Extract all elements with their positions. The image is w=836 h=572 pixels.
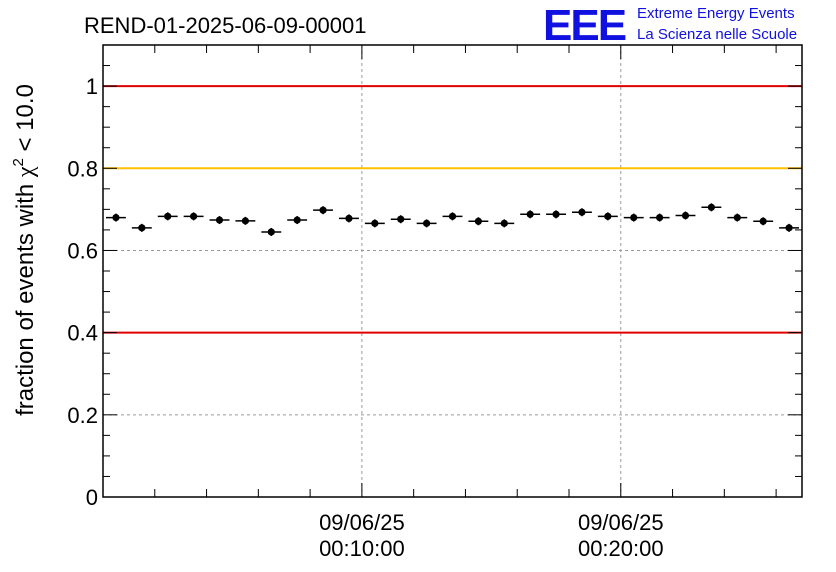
y-axis-label-prefix: fraction of events with <box>12 177 39 416</box>
data-point <box>215 216 224 224</box>
data-point <box>656 213 664 222</box>
data-point <box>474 217 482 225</box>
x-tick-label-date: 09/06/25 <box>319 510 405 535</box>
y-tick-label: 1 <box>86 74 98 99</box>
data-point <box>138 224 146 232</box>
data-point <box>319 206 327 214</box>
data-point <box>267 228 275 236</box>
x-tick-label-date: 09/06/25 <box>578 510 664 535</box>
data-point <box>371 219 379 227</box>
x-tick-label-time: 00:20:00 <box>578 536 664 561</box>
tick-labels: 00.20.40.60.8109/06/2500:10:0009/06/2500… <box>67 74 663 561</box>
data-point <box>630 213 638 222</box>
data-point <box>604 212 612 220</box>
eee-logo-line1: Extreme Energy Events <box>637 5 795 22</box>
y-tick-label: 0.8 <box>67 156 98 181</box>
y-tick-label: 0 <box>86 485 98 510</box>
y-tick-label: 0.2 <box>67 403 98 428</box>
y-axis-label-suffix: < 10.0 <box>12 84 39 158</box>
reference-lines <box>103 85 802 334</box>
data-point <box>293 216 301 224</box>
data-point <box>733 213 741 222</box>
data-point <box>448 212 457 220</box>
data-point <box>526 210 534 218</box>
data-point <box>397 215 405 223</box>
data-points <box>106 203 799 236</box>
data-point <box>190 212 198 220</box>
y-axis-label-superscript: 2 <box>10 158 27 166</box>
axes <box>102 44 803 498</box>
y-axis-label-symbol: χ <box>13 166 39 178</box>
data-point <box>112 213 120 222</box>
data-point <box>785 224 793 232</box>
data-point <box>578 208 586 216</box>
eee-logo: EEE Extreme Energy Events La Scienza nel… <box>543 1 797 50</box>
eee-logo-mark: EEE <box>543 1 626 50</box>
y-axis-label: fraction of events with χ2 < 10.0 <box>10 84 39 416</box>
data-point <box>164 212 172 220</box>
data-point <box>681 211 690 220</box>
x-tick-label-time: 00:10:00 <box>319 536 405 561</box>
data-point <box>423 219 431 227</box>
y-tick-label: 0.4 <box>67 321 98 346</box>
data-point <box>345 214 353 223</box>
chart-title: REND-01-2025-06-09-00001 <box>84 13 367 38</box>
y-tick-label: 0.6 <box>67 238 98 263</box>
data-point <box>759 217 767 225</box>
data-point <box>500 219 508 227</box>
data-point <box>552 210 560 218</box>
data-point <box>707 203 715 211</box>
data-point <box>241 217 249 225</box>
eee-logo-line2: La Scienza nelle Scuole <box>637 26 797 43</box>
